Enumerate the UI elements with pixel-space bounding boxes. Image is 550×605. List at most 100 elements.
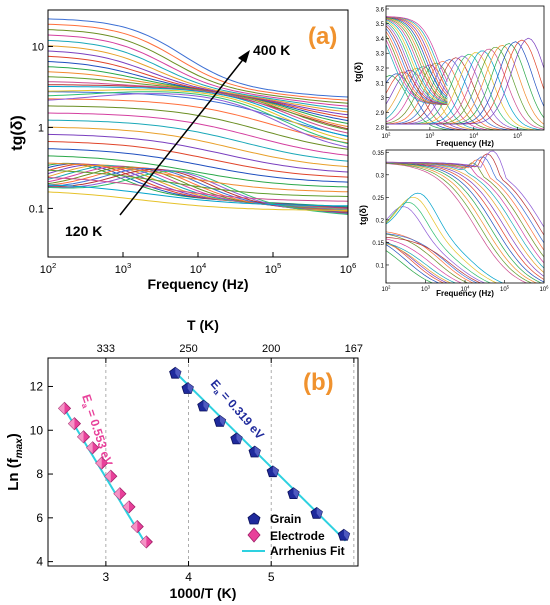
inset-bottom-x-tick-label: 106 xyxy=(539,284,549,293)
inset-bottom-curve xyxy=(386,192,504,283)
inset-top-curve xyxy=(386,18,448,103)
grain-point-highlight xyxy=(203,400,210,411)
inset-top-y-tick-label: 3 xyxy=(381,96,385,102)
electrode-point-highlight xyxy=(95,457,102,470)
electrode-activation-energy: Ea = 0.553 eV xyxy=(77,393,115,469)
inset-top-curve xyxy=(386,17,448,102)
electrode-point-highlight xyxy=(77,430,84,443)
inset-top-curve xyxy=(386,16,448,82)
panel-a-x-ticks: 102 103 104 105 106 xyxy=(40,252,357,276)
legend-electrode-marker xyxy=(247,527,261,543)
dielectric-loss-curve xyxy=(47,81,349,134)
inset-top-y-tick-label: 2.9 xyxy=(376,111,385,117)
inset-bottom-curve xyxy=(386,241,445,283)
inset-bottom-curve xyxy=(386,233,479,283)
inset-bottom-curve xyxy=(386,243,452,283)
grain-point-highlight xyxy=(316,507,323,519)
dielectric-loss-curve xyxy=(47,133,349,173)
inset-top-curve-group xyxy=(386,16,544,130)
panel-b-y-axis-label: Ln (fmax) xyxy=(5,433,25,491)
inset-top-x-tick-label: 105 xyxy=(513,131,523,140)
y-tick-label: 10 xyxy=(32,41,44,53)
x-tick-label: 103 xyxy=(115,261,132,276)
y-tick-label: 4 xyxy=(36,555,43,569)
inset-top-curve xyxy=(386,52,539,130)
inset-top-curve xyxy=(386,16,448,96)
electrode-point-highlight xyxy=(58,402,65,415)
inset-top-x-ticks: 102 103 104 105 xyxy=(381,127,523,140)
dielectric-loss-curve xyxy=(47,162,349,193)
inset-bottom-y-ticks: 0.1 0.15 0.2 0.25 0.3 0.35 xyxy=(372,151,389,269)
grain-point-highlight xyxy=(293,487,300,499)
y-tick-label: 0.1 xyxy=(29,203,44,215)
inset-top-y-tick-label: 2.8 xyxy=(376,126,385,132)
panel-b-legend: Grain Electrode Arrhenius Fit xyxy=(242,512,345,558)
grain-point-highlight xyxy=(254,446,261,457)
annotation-400k: 400 K xyxy=(253,42,290,58)
legend-grain-label: Grain xyxy=(270,512,301,526)
inset-bottom-curve xyxy=(386,201,492,283)
dielectric-loss-curve xyxy=(47,119,349,162)
inset-top-curve xyxy=(386,62,500,130)
temperature-arrow-head xyxy=(238,50,250,63)
inset-bottom-curves xyxy=(386,150,544,283)
dielectric-loss-curve xyxy=(47,18,349,98)
dielectric-loss-curve xyxy=(47,155,349,188)
inset-top-curve xyxy=(386,16,448,98)
dielectric-loss-curve xyxy=(47,93,349,148)
inset-bottom-curve xyxy=(386,244,440,283)
panel-b-x-ticks: 3 4 5 xyxy=(103,561,275,584)
panel-b-top-ticks: 333 250 200 167 xyxy=(97,343,363,363)
panel-b-label: (b) xyxy=(303,369,334,396)
inset-bottom-y-tick-label: 0.35 xyxy=(372,151,384,157)
legend-grain-marker xyxy=(247,512,261,525)
dielectric-loss-curve xyxy=(47,50,349,116)
inset-bottom-curve xyxy=(386,150,544,228)
x-tick-label: 105 xyxy=(265,261,282,276)
electrode-points xyxy=(57,401,153,549)
inset-top-y-axis-label: tg(δ) xyxy=(353,62,363,82)
dielectric-loss-curve xyxy=(47,191,348,211)
dielectric-loss-curve xyxy=(47,141,349,178)
inset-bottom-curve xyxy=(386,206,486,283)
grain-point-highlight xyxy=(187,382,194,394)
electrode-point-highlight xyxy=(140,535,147,548)
panel-a-inset-top: 2.8 2.9 3 3.1 3.2 3.3 3.4 3.5 3.6 102 103 104 105 F… xyxy=(353,5,545,148)
grain-points xyxy=(169,366,351,541)
electrode-point-highlight xyxy=(86,441,93,454)
top-axis-label: T (K) xyxy=(187,317,219,333)
inset-bottom-x-tick-label: 103 xyxy=(421,284,431,293)
top-tick-label: 250 xyxy=(179,343,197,355)
inset-top-curve xyxy=(386,69,473,130)
inset-top-x-axis-label: Frequency (Hz) xyxy=(436,139,494,148)
inset-top-curve xyxy=(386,57,520,130)
inset-bottom-x-ticks: 102 103 104 105 106 xyxy=(381,280,549,293)
inset-bottom-x-axis-label: Frequency (Hz) xyxy=(436,289,494,298)
grain-point-highlight xyxy=(175,367,181,379)
inset-top-y-tick-label: 3.5 xyxy=(376,22,385,28)
legend-electrode-label: Electrode xyxy=(270,529,325,543)
grain-point-highlight xyxy=(219,415,226,427)
dielectric-loss-curve xyxy=(48,98,349,144)
inset-bottom-curve xyxy=(386,238,463,283)
y-tick-label: 10 xyxy=(30,423,44,437)
inset-bottom-x-tick-label: 104 xyxy=(460,284,470,293)
inset-bottom-curve-group xyxy=(386,150,544,283)
inset-bottom-curve xyxy=(386,162,544,283)
inset-bottom-curve xyxy=(386,162,538,283)
inset-top-curve xyxy=(386,64,493,130)
inset-bottom-y-tick-label: 0.3 xyxy=(376,173,385,179)
inset-top-x-tick-label: 102 xyxy=(381,131,391,140)
inset-bottom-curve xyxy=(386,250,434,283)
temperature-arrow xyxy=(119,56,246,216)
y-tick-label: 6 xyxy=(36,511,43,525)
panel-a-label: (a) xyxy=(308,23,337,50)
x-tick-label: 106 xyxy=(340,261,357,276)
panel-b-frame xyxy=(47,357,359,567)
inset-top-curve xyxy=(386,59,513,130)
inset-top-curve xyxy=(386,35,448,105)
inset-top-curve xyxy=(386,16,448,94)
inset-bottom-y-tick-label: 0.25 xyxy=(372,196,384,202)
inset-top-y-tick-label: 3.2 xyxy=(376,67,385,73)
